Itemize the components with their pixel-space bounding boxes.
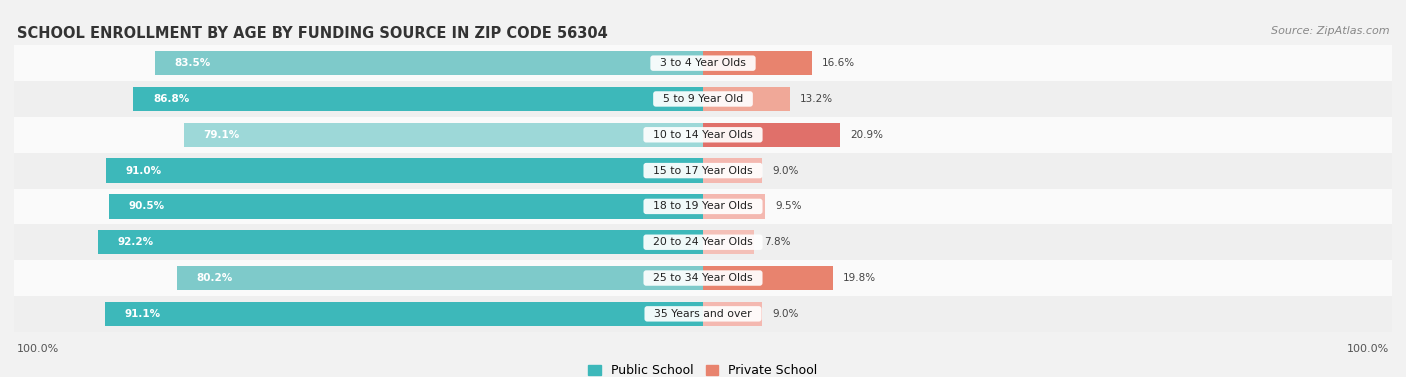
Bar: [110, 194, 703, 219]
Bar: [14, 296, 1392, 332]
Bar: [703, 51, 811, 75]
Text: 100.0%: 100.0%: [1347, 344, 1389, 354]
Text: 90.5%: 90.5%: [129, 201, 165, 211]
Text: 7.8%: 7.8%: [763, 237, 790, 247]
Bar: [14, 224, 1392, 260]
Text: SCHOOL ENROLLMENT BY AGE BY FUNDING SOURCE IN ZIP CODE 56304: SCHOOL ENROLLMENT BY AGE BY FUNDING SOUR…: [17, 26, 607, 41]
Bar: [14, 153, 1392, 188]
Bar: [703, 302, 762, 326]
Bar: [703, 158, 762, 183]
Bar: [703, 230, 754, 254]
Bar: [14, 117, 1392, 153]
Text: 80.2%: 80.2%: [197, 273, 233, 283]
Text: 9.0%: 9.0%: [772, 309, 799, 319]
Bar: [703, 194, 765, 219]
Bar: [14, 45, 1392, 81]
Text: 92.2%: 92.2%: [118, 237, 153, 247]
Text: 25 to 34 Year Olds: 25 to 34 Year Olds: [647, 273, 759, 283]
Bar: [703, 87, 790, 111]
Text: 79.1%: 79.1%: [204, 130, 240, 140]
Text: 86.8%: 86.8%: [153, 94, 190, 104]
Bar: [184, 123, 703, 147]
Text: 10 to 14 Year Olds: 10 to 14 Year Olds: [647, 130, 759, 140]
Text: 100.0%: 100.0%: [17, 344, 59, 354]
Bar: [134, 87, 703, 111]
Text: Source: ZipAtlas.com: Source: ZipAtlas.com: [1271, 26, 1389, 37]
Bar: [155, 51, 703, 75]
Text: 20.9%: 20.9%: [851, 130, 883, 140]
Text: 9.5%: 9.5%: [775, 201, 801, 211]
Text: 9.0%: 9.0%: [772, 166, 799, 176]
Text: 20 to 24 Year Olds: 20 to 24 Year Olds: [647, 237, 759, 247]
Text: 91.1%: 91.1%: [125, 309, 162, 319]
Bar: [14, 260, 1392, 296]
Bar: [703, 266, 832, 290]
Bar: [703, 123, 841, 147]
Text: 13.2%: 13.2%: [800, 94, 832, 104]
Text: 16.6%: 16.6%: [821, 58, 855, 68]
Text: 3 to 4 Year Olds: 3 to 4 Year Olds: [652, 58, 754, 68]
Text: 83.5%: 83.5%: [174, 58, 211, 68]
Text: 15 to 17 Year Olds: 15 to 17 Year Olds: [647, 166, 759, 176]
Text: 19.8%: 19.8%: [842, 273, 876, 283]
Bar: [105, 158, 703, 183]
Text: 5 to 9 Year Old: 5 to 9 Year Old: [655, 94, 751, 104]
Text: 35 Years and over: 35 Years and over: [647, 309, 759, 319]
Bar: [14, 81, 1392, 117]
Bar: [98, 230, 703, 254]
Bar: [177, 266, 703, 290]
Bar: [14, 188, 1392, 224]
Bar: [105, 302, 703, 326]
Text: 18 to 19 Year Olds: 18 to 19 Year Olds: [647, 201, 759, 211]
Text: 91.0%: 91.0%: [125, 166, 162, 176]
Legend: Public School, Private School: Public School, Private School: [588, 364, 818, 377]
